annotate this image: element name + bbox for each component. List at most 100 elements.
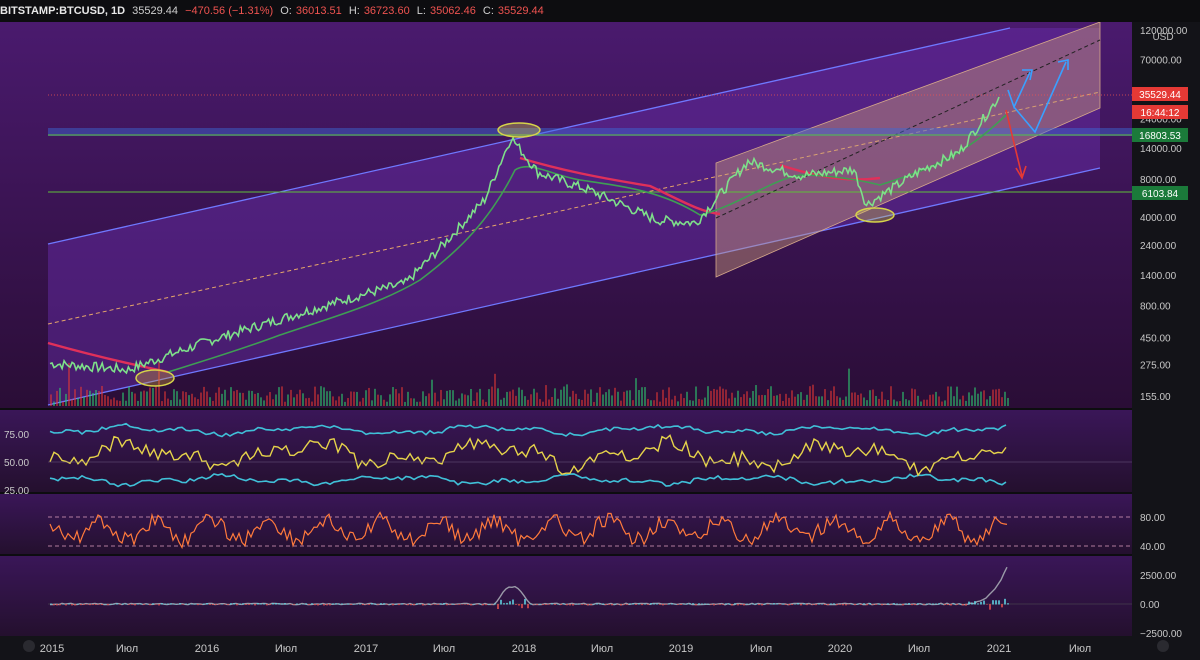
macd-hist-bar [365, 604, 367, 605]
macd-hist-bar [596, 603, 598, 605]
macd-hist-bar [884, 604, 886, 605]
macd-hist-bar [698, 603, 700, 605]
channel-mid-line[interactable] [47, 91, 1101, 325]
macd-hist-bar [959, 603, 961, 605]
volume-bar [179, 399, 181, 406]
price-axis[interactable] [1132, 22, 1200, 636]
price-tick-label: 2400.00 [1140, 241, 1177, 252]
macd-hist-bar [425, 604, 427, 605]
macd-hist-bar [797, 603, 799, 605]
arrowhead-1 [1022, 69, 1033, 81]
chart-canvas[interactable]: 120000.0070000.0040000.0024000.0014000.0… [0, 22, 1200, 660]
macd-hist-bar [326, 604, 328, 606]
osc-tick-label: 40.00 [1140, 542, 1165, 553]
time-tick-label: 2016 [195, 643, 219, 655]
macd-hist-bar [626, 604, 628, 605]
volume-bar [557, 398, 559, 406]
long-term-channel[interactable] [48, 28, 1100, 405]
volume-bar [92, 393, 94, 406]
volume-bar [794, 396, 796, 406]
volume-bar [788, 397, 790, 406]
settings-icon[interactable] [1157, 640, 1169, 652]
time-axis[interactable] [0, 636, 1200, 660]
macd-hist-bar [584, 604, 586, 605]
macd-hist-bar [854, 604, 856, 606]
volume-bar [440, 389, 442, 406]
volume-bar [533, 388, 535, 406]
volume-bar [143, 390, 145, 406]
macd-hist-bar [869, 602, 871, 605]
macd-hist-bar [296, 603, 298, 605]
volume-bar [530, 394, 532, 406]
macd-hist-bar [359, 603, 361, 605]
macd-hist-bar [995, 600, 997, 605]
symbol-label[interactable]: BITSTAMP:BTCUSD, 1D [0, 5, 126, 17]
volume-bar [995, 389, 997, 406]
volume-bar [686, 391, 688, 406]
macd-hist-bar [953, 603, 955, 605]
macd-hist-bar [767, 604, 769, 605]
macd-hist-bar [122, 603, 124, 605]
low-2020-highlight[interactable] [855, 207, 895, 223]
macd-hist-bar [950, 604, 952, 606]
volume-bar [614, 387, 616, 406]
macd-hist-bar [896, 603, 898, 605]
macd-hist-bar [470, 604, 472, 606]
projection-dashed-line[interactable] [715, 39, 1101, 219]
macd-hist-bar [191, 603, 193, 605]
macd-hist-bar [503, 603, 505, 605]
volume-bar [164, 391, 166, 406]
macd-hist-bar [428, 603, 430, 605]
macd-hist-bar [374, 603, 376, 605]
high-value: 36723.60 [363, 5, 410, 17]
projection-arrow-blue-2[interactable] [1013, 61, 1067, 134]
rsi-tick-label: 25.00 [4, 486, 29, 497]
volume-bar [314, 386, 316, 406]
macd-hist-bar [218, 604, 220, 605]
volume-bar [317, 394, 319, 406]
macd-hist-bar [401, 603, 403, 605]
volume-bar [590, 389, 592, 406]
macd-hist-bar [113, 603, 115, 605]
macd-hist-bar [650, 603, 652, 605]
macd-hist-bar [920, 603, 922, 605]
macd-hist-bar [836, 604, 838, 606]
volume-bar [554, 388, 556, 406]
macd-hist-bar [914, 604, 916, 606]
low-2015-highlight[interactable] [135, 369, 175, 387]
volume-bar [830, 390, 832, 406]
zoom-reset-icon[interactable] [23, 640, 35, 652]
volume-bar [305, 398, 307, 406]
volume-bar [476, 392, 478, 406]
projection-channel[interactable] [715, 22, 1101, 278]
svg-text:16:44:12: 16:44:12 [1141, 108, 1180, 119]
resistance-zone[interactable] [48, 128, 1132, 136]
projection-arrow-red[interactable] [1005, 109, 1023, 177]
volume-bar [656, 392, 658, 406]
volume-bar [326, 391, 328, 406]
volume-bar [899, 401, 901, 406]
time-tick-label: 2020 [828, 643, 852, 655]
macd-hist-bar [458, 604, 460, 605]
macd-hist-bar [368, 604, 370, 605]
macd-hist-bar [323, 604, 325, 606]
volume-bar [62, 401, 64, 406]
macd-hist-bar [239, 603, 241, 605]
price-tick-label: 1400.00 [1140, 271, 1177, 282]
top-2017-highlight[interactable] [497, 122, 541, 138]
macd-hist-bar [83, 604, 85, 605]
macd-hist-bar [704, 603, 706, 605]
macd-hist-bar [860, 604, 862, 605]
macd-hist-bar [299, 603, 301, 605]
volume-bar [86, 389, 88, 406]
volume-bar [377, 394, 379, 406]
macd-hist-bar [245, 604, 247, 605]
macd-hist-bar [719, 604, 721, 605]
channel-lower-line[interactable] [47, 167, 1101, 406]
volume-bar [764, 395, 766, 406]
macd-hist-bar [65, 604, 67, 606]
price-axis-ticks: 120000.0070000.0040000.0024000.0014000.0… [1140, 26, 1188, 403]
volume-bar [260, 397, 262, 406]
macd-hist-bar [332, 603, 334, 605]
macd-hist-bar [563, 603, 565, 605]
